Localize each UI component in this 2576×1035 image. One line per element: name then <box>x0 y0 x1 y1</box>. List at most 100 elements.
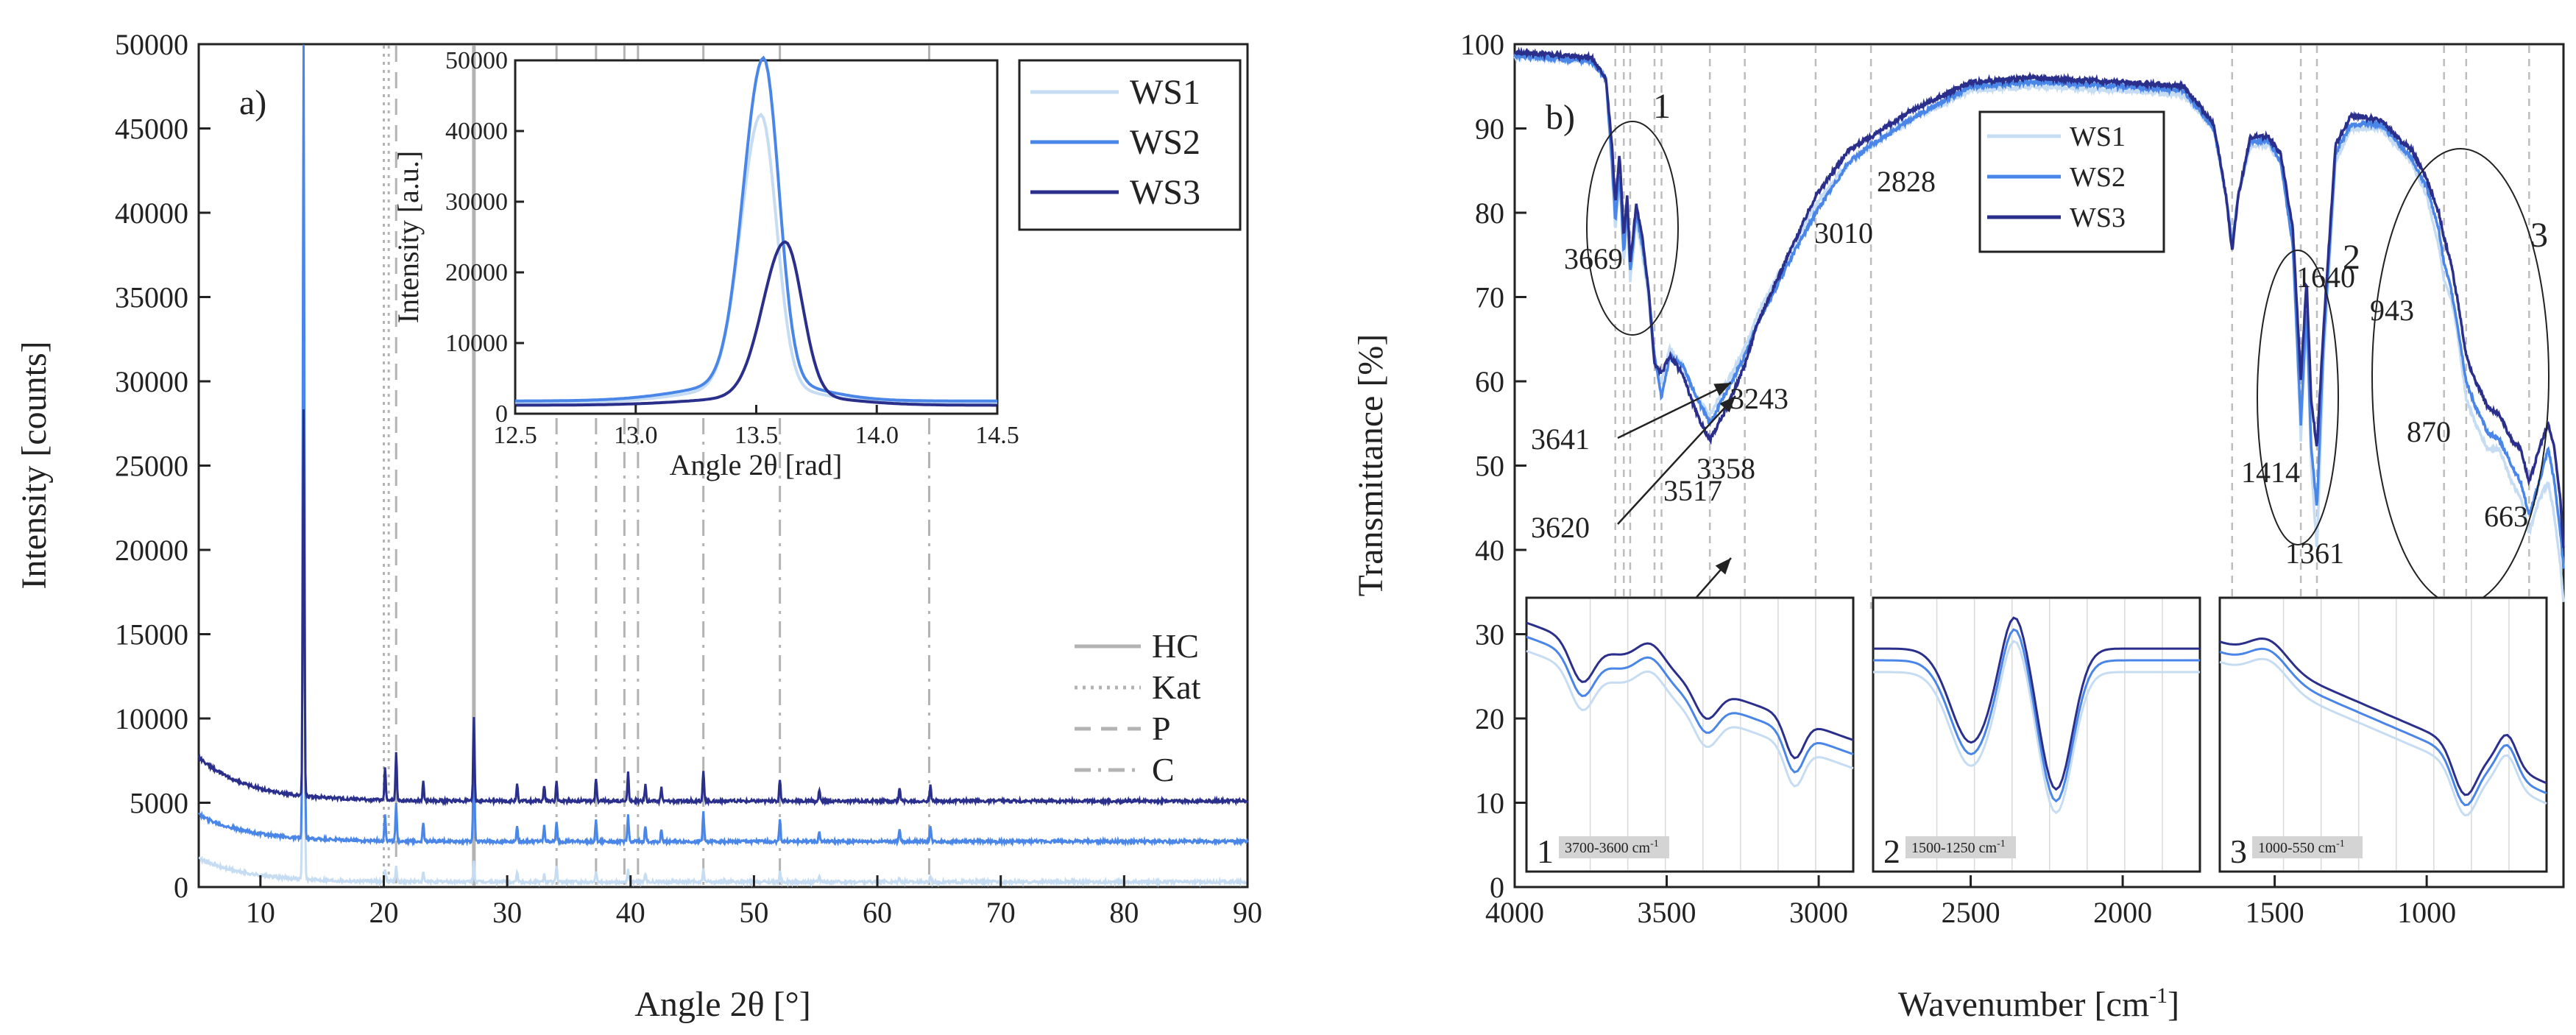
ftir-peak-label-1361: 1361 <box>2285 537 2344 570</box>
xrd-y-tick-label: 40000 <box>115 197 188 230</box>
ftir-y-tick-label: 100 <box>1460 28 1504 61</box>
xrd-ref-legend-label-c: C <box>1152 751 1175 788</box>
xrd-inset-x-tick-label: 12.5 <box>493 422 537 449</box>
xrd-y-tick-label: 10000 <box>115 702 188 735</box>
ftir-arrow-head <box>1719 396 1735 413</box>
ftir-series-ws2 <box>1513 52 2565 569</box>
ftir-arrow-head <box>1713 383 1731 396</box>
xrd-series-ws1 <box>198 203 1249 888</box>
xrd-legend-label-ws1: WS1 <box>1130 73 1200 112</box>
ftir-peak-label-2828: 2828 <box>1877 165 1936 198</box>
ftir-inset-range-sup: -1 <box>2336 838 2345 849</box>
xrd-inset-y-tick-label: 10000 <box>445 330 508 357</box>
ftir-inset-1-series-ws1 <box>1526 649 1854 788</box>
xrd-inset-ticks: 12.5 13.0 13.5 14.0 14.5 0 10000 20000 30000 4000… <box>445 47 1019 449</box>
ftir-annotations: 3669364136203540351733583243301028281640… <box>1531 87 2550 640</box>
xrd-panel: 10 20 30 40 50 60 70 80 90 0 5000 10000 15000 20000 25… <box>15 28 1262 1024</box>
xrd-inset-x-tick-label: 13.0 <box>614 422 658 449</box>
ftir-peak-label-870: 870 <box>2407 415 2451 448</box>
ftir-inset-range-main: 1000-550 cm <box>2258 840 2337 856</box>
ftir-inset-range-label-3: 1000-550 cm-1 <box>2258 838 2345 856</box>
xrd-inset-y-tick-label: 20000 <box>445 259 508 286</box>
ftir-inset-3-series-ws3 <box>2219 637 2547 796</box>
ftir-region-label-1: 1 <box>1653 87 1671 126</box>
ftir-inset-number-1: 1 <box>1537 833 1554 870</box>
ftir-inset-3-series-ws1 <box>2219 657 2547 817</box>
ftir-peak-label-3517: 3517 <box>1663 474 1722 507</box>
ftir-x-tick-label: 2000 <box>2093 896 2152 929</box>
xrd-x-tick-label: 30 <box>492 896 522 929</box>
xrd-y-tick-label: 35000 <box>115 281 188 314</box>
ftir-arrow-head <box>1715 558 1731 575</box>
xrd-y-tick-label: 15000 <box>115 618 188 651</box>
ftir-inset-range-sup: -1 <box>1997 838 2006 849</box>
ftir-panel: 4000 3500 3000 2500 2000 1500 1000 0 10 20 30 40 50 6… <box>1351 28 2565 1024</box>
ftir-inset-frame-3 <box>2218 596 2548 873</box>
xrd-x-axis-label: Angle 2θ [°] <box>634 985 810 1024</box>
ftir-peak-label-3243: 3243 <box>1730 382 1788 415</box>
xrd-inset-series-ws2 <box>515 55 997 403</box>
xrd-ref-legend-label-p: P <box>1152 710 1171 747</box>
ftir-peak-label-1414: 1414 <box>2241 456 2300 489</box>
xrd-legend: WS1 WS2 WS3 <box>1018 59 1242 231</box>
ftir-legend-label-ws1: WS1 <box>2070 121 2126 152</box>
xrd-inset-series-ws3 <box>514 240 997 407</box>
ftir-x-tick-label: 2500 <box>1942 896 2000 929</box>
ftir-inset-1-series-ws3 <box>1526 621 1854 760</box>
xrd-y-tick-label: 50000 <box>115 28 188 61</box>
ftir-peak-label-663: 663 <box>2484 500 2528 533</box>
panel-label-a: a) <box>239 83 266 122</box>
ftir-y-tick-label: 20 <box>1475 702 1504 735</box>
ftir-legend-label-ws2: WS2 <box>2070 162 2126 193</box>
xrd-legend-label-ws2: WS2 <box>1130 123 1200 162</box>
xrd-y-tick-label: 0 <box>174 871 188 904</box>
xrd-series-ws2 <box>198 44 1249 847</box>
xrd-inset-y-tick-label: 40000 <box>445 118 508 145</box>
ftir-inset-range-label-2: 1500-1250 cm-1 <box>1911 838 2006 856</box>
ftir-y-tick-label: 60 <box>1475 365 1504 398</box>
ftir-x-axis-label-end: ] <box>2168 985 2179 1024</box>
ftir-peak-label-3641: 3641 <box>1531 423 1590 456</box>
ftir-inset-range-sup: -1 <box>1650 838 1659 849</box>
xrd-y-axis-label: Intensity [counts] <box>15 341 54 589</box>
xrd-inset-x-tick-label: 13.5 <box>735 422 779 449</box>
ftir-inset-range-box <box>1906 836 2016 858</box>
ftir-inset-2-series-ws3 <box>1873 616 2200 791</box>
ftir-y-tick-label: 40 <box>1475 534 1504 567</box>
ftir-region-label-2: 2 <box>2343 238 2360 277</box>
ftir-y-tick-label: 0 <box>1490 871 1504 904</box>
ftir-arrow-line <box>1617 381 1732 439</box>
ftir-arrow-line <box>1617 395 1736 525</box>
ftir-y-tick-label: 70 <box>1475 281 1504 314</box>
xrd-inset: 12.5 13.0 13.5 14.0 14.5 0 10000 20000 30000 4000… <box>392 47 1019 481</box>
xrd-x-tick-label: 40 <box>616 896 645 929</box>
xrd-inset-y-tick-label: 50000 <box>445 47 508 74</box>
ftir-inset-number-3: 3 <box>2230 833 2247 870</box>
xrd-x-tick-label: 10 <box>246 896 275 929</box>
ftir-peak-label-3620: 3620 <box>1531 511 1590 544</box>
ftir-x-axis-label: Wavenumber [cm-1] <box>1898 983 2179 1024</box>
ftir-axis-ticks: 4000 3500 3000 2500 2000 1500 1000 0 10 20 30 40 50 6… <box>1460 28 2456 929</box>
ftir-inset-1-series-ws2 <box>1526 635 1854 774</box>
xrd-x-tick-label: 50 <box>739 896 768 929</box>
ftir-inset-range-box <box>1559 836 1669 858</box>
xrd-axis-ticks: 10 20 30 40 50 60 70 80 90 0 5000 10000 15000 20000 25… <box>115 28 1262 929</box>
ftir-inset-range-main: 3700-3600 cm <box>1565 840 1651 856</box>
xrd-y-tick-label: 25000 <box>115 450 188 483</box>
ftir-x-tick-label: 3000 <box>1789 896 1848 929</box>
xrd-legend-frame <box>1018 59 1242 231</box>
xrd-inset-x-label: Angle 2θ [rad] <box>670 448 843 481</box>
xrd-legend-label-ws3: WS3 <box>1130 173 1200 212</box>
xrd-x-tick-label: 80 <box>1109 896 1139 929</box>
xrd-inset-y-tick-label: 30000 <box>445 188 508 216</box>
xrd-inset-series-ws1 <box>514 112 997 405</box>
xrd-y-tick-label: 5000 <box>130 787 188 820</box>
xrd-inset-frame <box>514 59 999 415</box>
xrd-inset-y-label: Intensity [a.u.] <box>392 151 425 323</box>
ftir-x-tick-label: 1000 <box>2397 896 2456 929</box>
ftir-y-tick-label: 90 <box>1475 113 1504 146</box>
ftir-y-tick-label: 50 <box>1475 450 1504 483</box>
ftir-peak-label-1640: 1640 <box>2296 261 2355 294</box>
ftir-region-label-3: 3 <box>2530 216 2548 255</box>
